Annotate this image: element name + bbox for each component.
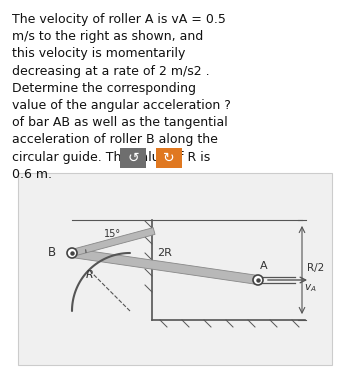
Circle shape [67, 248, 77, 258]
Text: B: B [48, 246, 56, 259]
Bar [18, 173, 332, 365]
Text: ↺: ↺ [127, 151, 139, 165]
Text: $v_A$: $v_A$ [304, 282, 317, 294]
Text: A: A [260, 261, 268, 271]
Bar [156, 148, 182, 168]
Bar [120, 148, 146, 168]
Text: ↻: ↻ [163, 151, 175, 165]
Polygon shape [71, 249, 259, 285]
Polygon shape [71, 228, 155, 256]
Text: R/2: R/2 [307, 263, 324, 273]
Text: R: R [86, 270, 94, 280]
Circle shape [253, 275, 263, 285]
Text: 15°: 15° [104, 229, 121, 239]
Text: 2R: 2R [157, 249, 172, 258]
Text: The velocity of roller A is vA = 0.5
m/s to the right as shown, and
this velocit: The velocity of roller A is vA = 0.5 m/s… [12, 13, 231, 181]
